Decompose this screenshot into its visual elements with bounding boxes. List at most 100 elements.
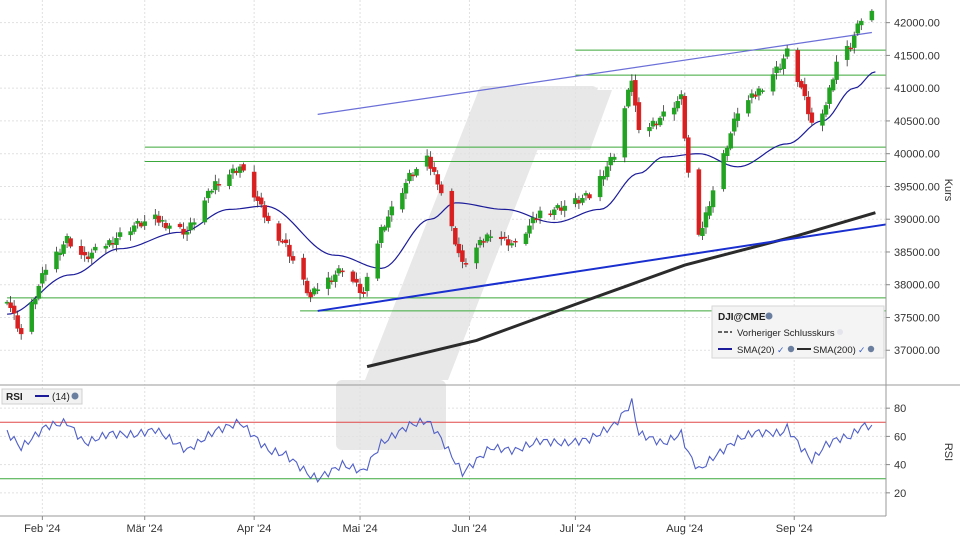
candle-body [283,239,289,244]
candle [378,224,384,248]
candle-body [587,194,592,199]
candle [8,296,13,313]
candle [311,286,317,297]
sma20-settings-icon[interactable] [787,345,795,353]
candle [707,201,712,219]
candle [107,238,112,248]
rsi-tick-label: 80 [894,403,906,415]
candle [414,167,419,178]
candle [43,264,49,282]
candle-body [82,252,87,256]
candle [608,152,613,171]
candle-body [781,58,786,69]
candle [781,54,786,75]
candle-body [580,197,585,203]
candle [78,239,84,259]
candle [54,246,59,273]
x-tick-label: Jul '24 [560,523,591,535]
rsi-y-axis-label: RSI [942,443,954,461]
x-tick-label: Feb '24 [24,523,60,535]
candle-body [671,107,677,115]
candle [823,101,829,118]
candle-body [806,96,811,115]
rsi-line [6,398,873,483]
candle-body [523,233,529,244]
candle-body [403,182,409,194]
candle [696,167,702,237]
candle-body [534,218,539,221]
candle [806,91,811,121]
candle [184,226,190,241]
candle [15,310,20,332]
legend-sma20: SMA(20) [737,345,774,356]
candle-body [375,243,380,279]
support-trendline [317,223,887,312]
candle [167,223,172,234]
sma200-line [366,211,876,369]
candle [802,77,808,101]
sma200-settings-icon[interactable] [867,345,875,353]
candle-body [537,210,543,219]
sma20-check-icon[interactable]: ✓ [777,345,785,355]
candle [456,237,462,258]
candle [671,102,677,121]
candle-body [633,80,638,106]
candle [188,217,193,234]
candle [103,243,109,254]
candle-body [834,61,839,80]
symbol-settings-icon[interactable] [765,312,773,320]
candle [206,188,211,203]
candle [869,9,875,22]
candle [131,222,137,235]
candle-body [188,222,193,231]
legend-sma200: SMA(200) [813,345,856,356]
candle [160,216,165,228]
candle [227,169,232,190]
candle [463,258,469,268]
candle [333,270,338,288]
candle [431,162,437,176]
candle-body [262,205,267,218]
sma200-check-icon[interactable]: ✓ [858,345,866,355]
candle [177,222,183,229]
candle [686,134,691,178]
candle [40,266,45,288]
rsi-legend[interactable]: RSI (14) [1,388,83,405]
candle [703,206,709,234]
candle [650,117,656,129]
candle-body [760,90,765,92]
candle [304,277,310,296]
candle [820,109,825,132]
price-tick-label: 40500.00 [894,116,940,128]
candle-body [513,240,518,243]
candle-body [184,232,190,235]
candle [403,178,409,200]
candle [163,219,169,231]
candle [18,323,24,340]
candle [784,45,790,60]
candle [537,206,543,224]
candle-body [453,228,458,245]
candle [301,253,306,286]
candle-body [209,190,215,193]
candle [202,197,207,225]
candle-body [530,217,536,224]
candle-body [128,231,133,236]
candle [851,31,857,54]
candle [382,224,388,233]
candle-body [68,238,73,247]
candle [555,203,560,211]
candle [633,74,638,113]
candle-body [488,236,493,238]
rsi-settings-icon[interactable] [71,392,79,400]
candle [809,107,815,127]
candle-body [11,305,17,314]
candle-body [735,113,740,121]
candle-body [216,184,222,186]
prev-close-toggle-icon[interactable] [837,329,843,335]
price-y-axis: 37000.00 37500.00 38000.00 38500.00 39000.00… [886,18,940,357]
candle-body [43,269,49,275]
candle-body [449,190,455,227]
candle-body [227,174,232,186]
